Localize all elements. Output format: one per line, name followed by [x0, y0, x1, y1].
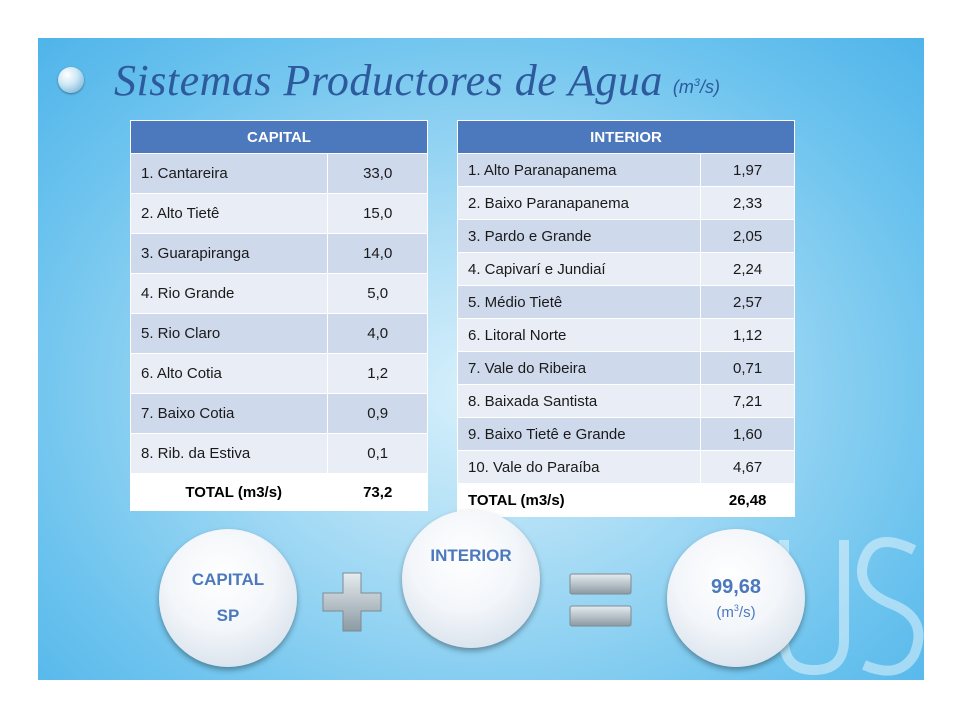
table-row: 8. Rib. da Estiva 0,1	[129, 433, 428, 474]
capital-circle-label: CAPITAL	[191, 570, 265, 589]
total-unit-prefix: (m	[716, 603, 734, 621]
row-name: 3. Guarapiranga	[129, 233, 329, 274]
total-unit-suffix: /s)	[738, 603, 756, 621]
title-unit: (m3/s)	[673, 77, 720, 98]
row-value: 1,97	[700, 153, 795, 187]
row-name: 3. Pardo e Grande	[456, 219, 702, 253]
title-text: Sistemas Productores de Agua	[114, 55, 663, 105]
row-value: 0,9	[327, 393, 428, 434]
row-name: 2. Baixo Paranapanema	[456, 186, 702, 220]
table-row: 1. Alto Paranapanema 1,97	[456, 153, 795, 187]
capital-circle: CAPITAL SP	[159, 529, 297, 667]
row-name: 6. Alto Cotia	[129, 353, 329, 394]
interior-circle-label: INTERIOR	[430, 546, 512, 565]
table-row: 7. Baixo Cotia 0,9	[129, 393, 428, 434]
row-name: 4. Rio Grande	[129, 273, 329, 314]
equals-icon	[569, 573, 632, 627]
row-value: 2,24	[700, 252, 795, 286]
total-value: 73,2	[327, 473, 428, 511]
row-value: 7,21	[700, 384, 795, 418]
capital-circle-sublabel: SP	[216, 606, 240, 625]
row-name: 2. Alto Tietê	[129, 193, 329, 234]
row-value: 1,60	[700, 417, 795, 451]
row-value: 4,67	[700, 450, 795, 484]
table-row: 1. Cantareira 33,0	[129, 153, 428, 194]
row-value: 0,1	[327, 433, 428, 474]
interior-table-header: INTERIOR	[457, 120, 795, 154]
row-name: 8. Baixada Santista	[456, 384, 702, 418]
row-value: 2,05	[700, 219, 795, 253]
slide: Sistemas Productores de Agua (m3/s) CAPI…	[38, 38, 924, 680]
row-value: 2,33	[700, 186, 795, 220]
row-value: 4,0	[327, 313, 428, 354]
table-row: 2. Alto Tietê 15,0	[129, 193, 428, 234]
row-name: 1. Alto Paranapanema	[456, 153, 702, 187]
interior-table: INTERIOR 1. Alto Paranapanema 1,97 2. Bai…	[456, 120, 795, 517]
plus-icon	[322, 572, 382, 632]
total-label: TOTAL (m3/s)	[129, 473, 329, 511]
logo-watermark-icon	[779, 537, 924, 676]
table-row: 4. Rio Grande 5,0	[129, 273, 428, 314]
table-row: 6. Litoral Norte 1,12	[456, 318, 795, 352]
table-row: 2. Baixo Paranapanema 2,33	[456, 186, 795, 220]
row-name: 7. Baixo Cotia	[129, 393, 329, 434]
table-row: 3. Pardo e Grande 2,05	[456, 219, 795, 253]
table-row: 3. Guarapiranga 14,0	[129, 233, 428, 274]
table-row: 10. Vale do Paraíba 4,67	[456, 450, 795, 484]
table-row: 6. Alto Cotia 1,2	[129, 353, 428, 394]
row-name: 5. Rio Claro	[129, 313, 329, 354]
table-total-row: TOTAL (m3/s) 26,48	[456, 483, 795, 517]
total-circle-value: 99,68	[710, 575, 762, 598]
capital-table: CAPITAL 1. Cantareira 33,0 2. Alto Tietê 1…	[129, 120, 428, 511]
table-row: 8. Baixada Santista 7,21	[456, 384, 795, 418]
total-unit-sup: 3	[733, 602, 739, 613]
total-value: 26,48	[700, 483, 795, 517]
table-total-row: TOTAL (m3/s) 73,2	[129, 473, 428, 511]
capital-table-header: CAPITAL	[130, 120, 428, 154]
total-circle-unit: (m3/s)	[716, 603, 755, 621]
row-value: 1,12	[700, 318, 795, 352]
row-value: 33,0	[327, 153, 428, 194]
title-bullet-icon	[58, 67, 84, 93]
row-name: 1. Cantareira	[129, 153, 329, 194]
interior-circle: INTERIOR	[402, 510, 540, 648]
row-name: 10. Vale do Paraíba	[456, 450, 702, 484]
row-value: 2,57	[700, 285, 795, 319]
title-unit-suffix: /s)	[700, 76, 720, 97]
table-row: 5. Médio Tietê 2,57	[456, 285, 795, 319]
row-name: 9. Baixo Tietê e Grande	[456, 417, 702, 451]
row-name: 6. Litoral Norte	[456, 318, 702, 352]
row-value: 1,2	[327, 353, 428, 394]
table-row: 7. Vale do Ribeira 0,71	[456, 351, 795, 385]
total-label: TOTAL (m3/s)	[456, 483, 702, 517]
title-unit-sup: 3	[693, 76, 700, 89]
table-row: 9. Baixo Tietê e Grande 1,60	[456, 417, 795, 451]
title-unit-prefix: (m	[672, 76, 694, 97]
slide-title: Sistemas Productores de Agua (m3/s)	[58, 50, 720, 110]
row-name: 4. Capivarí e Jundiaí	[456, 252, 702, 286]
total-circle: 99,68 (m3/s)	[667, 529, 805, 667]
row-value: 15,0	[327, 193, 428, 234]
row-name: 7. Vale do Ribeira	[456, 351, 702, 385]
table-row: 4. Capivarí e Jundiaí 2,24	[456, 252, 795, 286]
row-value: 5,0	[327, 273, 428, 314]
row-value: 0,71	[700, 351, 795, 385]
row-name: 5. Médio Tietê	[456, 285, 702, 319]
table-row: 5. Rio Claro 4,0	[129, 313, 428, 354]
row-value: 14,0	[327, 233, 428, 274]
row-name: 8. Rib. da Estiva	[129, 433, 329, 474]
